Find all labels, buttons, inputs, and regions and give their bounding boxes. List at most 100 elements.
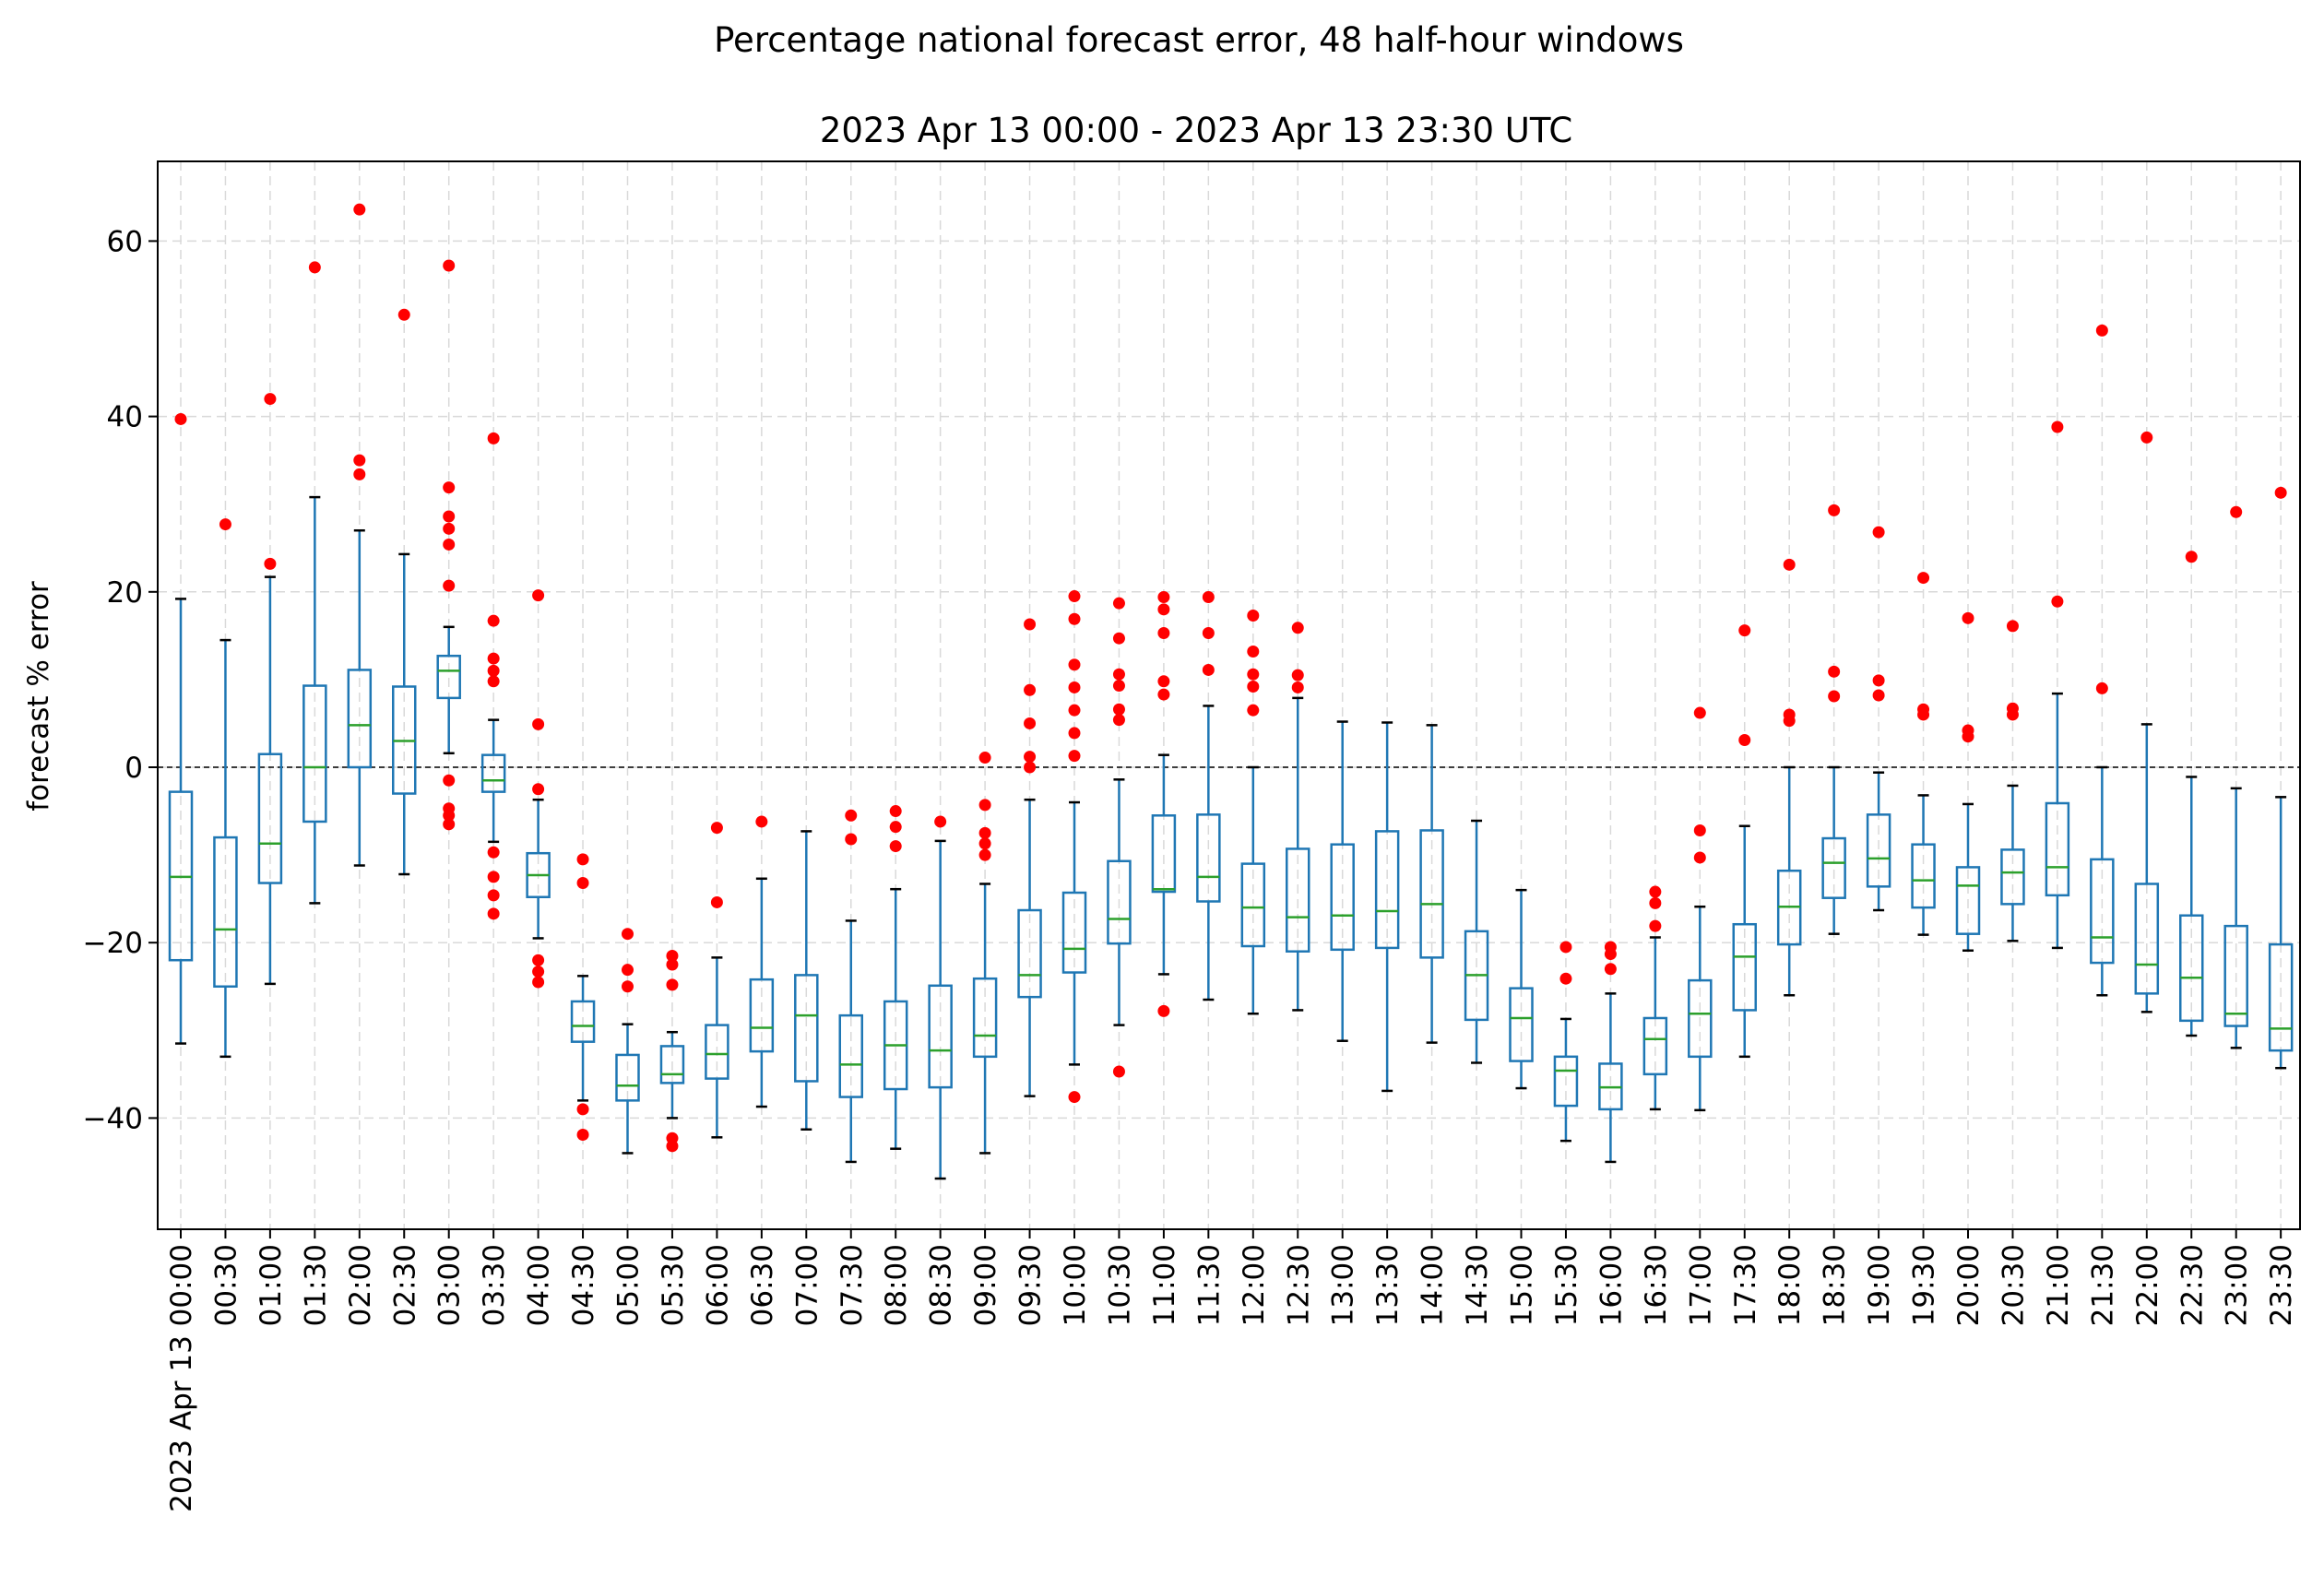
box-15 (838, 919, 863, 1164)
outlier-point (443, 579, 456, 592)
outlier-point (1024, 683, 1037, 696)
outlier-point (1604, 948, 1617, 961)
box-11 (659, 1030, 685, 1120)
iqr-box (1866, 813, 1891, 888)
y-tick-label: 60 (107, 225, 143, 258)
outlier-point (443, 774, 456, 787)
x-tick-label: 10:30 (1103, 1244, 1136, 1326)
y-axis-label: forecast % error (22, 581, 55, 812)
outlier-point (2230, 505, 2243, 518)
box-3 (302, 495, 327, 905)
outlier-point (710, 895, 723, 908)
outlier-point (443, 481, 456, 494)
outlier-point (308, 261, 321, 274)
outlier-point (353, 454, 366, 467)
box-36 (1776, 765, 1802, 997)
iqr-box (2045, 801, 2070, 897)
outlier-point (1024, 717, 1037, 729)
outlier-point (1693, 706, 1706, 719)
box-33 (1642, 936, 1668, 1111)
outlier-point (1157, 1004, 1170, 1017)
outlier-point (1559, 941, 1572, 954)
outlier-point (443, 809, 456, 822)
box-35 (1732, 824, 1757, 1059)
outlier-point (487, 652, 500, 665)
outlier-point (576, 877, 589, 890)
x-axis: 2023 Apr 13 00:00 00:30 01:00 01:30 02:00 02:… (165, 1229, 2298, 1512)
outlier-point (1649, 885, 1662, 898)
outlier-point (576, 1103, 589, 1116)
x-tick-label: 03:00 (433, 1244, 467, 1326)
outlier-point (755, 815, 768, 828)
x-tick-label: 15:00 (1506, 1244, 1539, 1326)
x-tick-label: 06:30 (746, 1244, 779, 1326)
outlier-point (1291, 681, 1304, 693)
box-9 (570, 975, 596, 1102)
outlier-point (1693, 851, 1706, 864)
iqr-box (570, 1000, 596, 1043)
outlier-point (1068, 750, 1081, 763)
outlier-point (1157, 688, 1170, 701)
box-13 (749, 877, 775, 1108)
outlier-point (532, 783, 545, 796)
x-tick-label: 16:00 (1595, 1244, 1628, 1326)
outlier-point (978, 848, 991, 861)
y-tick-label: 40 (107, 401, 143, 434)
x-tick-label: 13:00 (1327, 1244, 1360, 1326)
box-12 (705, 956, 729, 1139)
box-20 (1061, 800, 1087, 1066)
outlier-point (1112, 668, 1125, 681)
outlier-point (1112, 597, 1125, 610)
iqr-box (1642, 1016, 1668, 1076)
iqr-box (615, 1053, 640, 1102)
x-tick-label: 12:00 (1238, 1244, 1271, 1326)
outlier-point (487, 846, 500, 859)
outlier-point (532, 717, 545, 730)
outlier-point (1828, 504, 1841, 516)
iqr-box (659, 1045, 685, 1084)
outlier-point (443, 522, 456, 535)
outlier-point (353, 203, 366, 216)
iqr-box (2179, 914, 2204, 1023)
box-2 (257, 575, 283, 986)
outlier-point (1828, 690, 1841, 703)
outlier-point (1068, 704, 1081, 717)
x-tick-label: 17:00 (1684, 1244, 1717, 1326)
x-tick-label: 04:00 (523, 1244, 556, 1326)
box-31 (1553, 1017, 1579, 1143)
box-1 (213, 638, 238, 1059)
box-4 (347, 528, 373, 867)
outlier-point (1872, 674, 1885, 687)
outlier-point (1157, 675, 1170, 688)
outlier-point (1112, 714, 1125, 727)
x-tick-label: 01:00 (255, 1244, 288, 1326)
box-18 (972, 883, 998, 1155)
box-19 (1017, 798, 1042, 1097)
outlier-point (1649, 919, 1662, 932)
outlier-point (1247, 681, 1260, 693)
outlier-point (2274, 486, 2287, 499)
outlier-point (443, 259, 456, 272)
outlier-point (978, 837, 991, 850)
outlier-point (2006, 708, 2019, 721)
x-tick-label: 20:00 (1952, 1244, 1986, 1326)
y-tick-label: 20 (107, 576, 143, 610)
outlier-point (1068, 658, 1081, 671)
box-37 (1821, 765, 1846, 935)
iqr-box (838, 1013, 863, 1098)
outlier-point (487, 432, 500, 444)
x-tick-label: 07:00 (790, 1244, 824, 1326)
x-tick-label: 08:00 (880, 1244, 913, 1326)
iqr-box (1553, 1055, 1579, 1108)
outlier-point (622, 928, 634, 941)
outlier-point (1962, 611, 1974, 624)
chart-subtitle: 2023 Apr 13 00:00 - 2023 Apr 13 23:30 UT… (820, 111, 1572, 150)
box-41 (2000, 784, 2025, 942)
outlier-point (353, 468, 366, 480)
box-27 (1374, 721, 1400, 1093)
outlier-point (2051, 595, 2064, 608)
box-6 (436, 625, 461, 755)
iqr-box (1061, 891, 1087, 974)
x-tick-label: 02:30 (388, 1244, 421, 1326)
x-tick-label: 16:30 (1640, 1244, 1673, 1326)
